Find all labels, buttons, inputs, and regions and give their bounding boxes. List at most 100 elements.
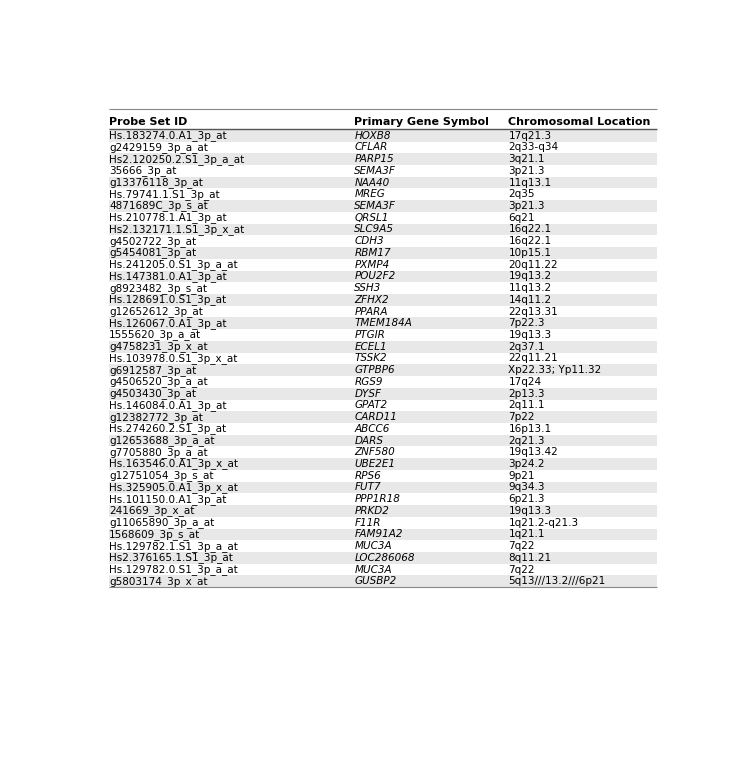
Text: g6912587_3p_at: g6912587_3p_at (109, 365, 197, 376)
Text: Probe Set ID: Probe Set ID (109, 117, 188, 127)
Text: Hs.129782.1.S1_3p_a_at: Hs.129782.1.S1_3p_a_at (109, 540, 238, 551)
Text: 19q13.3: 19q13.3 (509, 330, 551, 340)
Text: 3p21.3: 3p21.3 (509, 201, 545, 211)
Text: Hs.210778.1.A1_3p_at: Hs.210778.1.A1_3p_at (109, 212, 227, 223)
Text: PPP1R18: PPP1R18 (355, 494, 400, 505)
Text: Hs.183274.0.A1_3p_at: Hs.183274.0.A1_3p_at (109, 130, 227, 141)
Text: g4506520_3p_a_at: g4506520_3p_a_at (109, 376, 208, 387)
Text: 1568609_3p_s_at: 1568609_3p_s_at (109, 529, 200, 540)
Text: 7q22: 7q22 (509, 565, 535, 575)
Bar (109, 259, 657, 270)
Bar (109, 352, 657, 364)
Bar (109, 212, 657, 223)
Text: TMEM184A: TMEM184A (355, 319, 412, 328)
Text: DYSF: DYSF (355, 389, 381, 398)
Bar (109, 494, 657, 505)
Text: 2q33-q34: 2q33-q34 (509, 142, 559, 152)
Text: HOXB8: HOXB8 (355, 130, 391, 141)
Text: 17q24: 17q24 (509, 377, 542, 387)
Text: 17q21.3: 17q21.3 (509, 130, 551, 141)
Text: ZNF580: ZNF580 (355, 448, 395, 458)
Text: 11q13.2: 11q13.2 (509, 284, 551, 293)
Text: 35666_3p_at: 35666_3p_at (109, 166, 177, 177)
Text: 1q21.1: 1q21.1 (509, 530, 545, 540)
Bar (109, 200, 657, 212)
Text: 3p21.3: 3p21.3 (509, 166, 545, 176)
Bar (109, 576, 657, 587)
Text: g13376118_3p_at: g13376118_3p_at (109, 177, 203, 188)
Text: 2q11.1: 2q11.1 (509, 401, 545, 410)
Text: MUC3A: MUC3A (355, 541, 392, 551)
Text: ECEL1: ECEL1 (355, 342, 387, 351)
Text: g7705880_3p_a_at: g7705880_3p_a_at (109, 447, 208, 458)
Bar (109, 141, 657, 153)
Text: PARP15: PARP15 (355, 154, 394, 164)
Text: g11065890_3p_a_at: g11065890_3p_a_at (109, 517, 214, 528)
Text: g12382772_3p_at: g12382772_3p_at (109, 412, 203, 423)
Bar (109, 376, 657, 388)
Text: 2q21.3: 2q21.3 (509, 436, 545, 445)
Bar (109, 564, 657, 576)
Text: CARD11: CARD11 (355, 412, 397, 422)
Text: RGS9: RGS9 (355, 377, 383, 387)
Text: GUSBP2: GUSBP2 (355, 576, 397, 587)
Text: PPARA: PPARA (355, 307, 388, 316)
Bar (109, 235, 657, 247)
Text: 8q11.21: 8q11.21 (509, 553, 551, 563)
Text: FAM91A2: FAM91A2 (355, 530, 403, 540)
Text: 6p21.3: 6p21.3 (509, 494, 545, 505)
Text: 2q37.1: 2q37.1 (509, 342, 545, 351)
Text: 11q13.1: 11q13.1 (509, 177, 551, 187)
Text: FUT7: FUT7 (355, 483, 381, 493)
Text: MUC3A: MUC3A (355, 565, 392, 575)
Text: Hs.101150.0.A1_3p_at: Hs.101150.0.A1_3p_at (109, 494, 227, 505)
Text: 1q21.2-q21.3: 1q21.2-q21.3 (509, 518, 578, 528)
Text: Hs.274260.2.S1_3p_at: Hs.274260.2.S1_3p_at (109, 423, 226, 434)
Text: 2p13.3: 2p13.3 (509, 389, 545, 398)
Bar (109, 552, 657, 564)
Text: g8923482_3p_s_at: g8923482_3p_s_at (109, 283, 207, 294)
Bar (109, 305, 657, 317)
Text: Hs.128691.0.S1_3p_at: Hs.128691.0.S1_3p_at (109, 294, 226, 305)
Text: g5454081_3p_at: g5454081_3p_at (109, 248, 197, 259)
Text: 14q11.2: 14q11.2 (509, 295, 551, 305)
Text: 241669_3p_x_at: 241669_3p_x_at (109, 505, 194, 516)
Bar (109, 153, 657, 165)
Bar (109, 223, 657, 235)
Text: 6q21: 6q21 (509, 212, 535, 223)
Text: SEMA3F: SEMA3F (355, 166, 396, 176)
Text: Hs.241205.0.S1_3p_a_at: Hs.241205.0.S1_3p_a_at (109, 259, 238, 270)
Text: Hs.126067.0.A1_3p_at: Hs.126067.0.A1_3p_at (109, 318, 227, 329)
Text: PXMP4: PXMP4 (355, 259, 389, 269)
Bar (109, 458, 657, 470)
Bar (109, 388, 657, 400)
Bar (109, 329, 657, 341)
Text: 19q13.2: 19q13.2 (509, 271, 551, 281)
Bar (109, 294, 657, 305)
Text: Hs2.132171.1.S1_3p_x_at: Hs2.132171.1.S1_3p_x_at (109, 224, 244, 235)
Text: 22q11.21: 22q11.21 (509, 354, 558, 363)
Bar (109, 177, 657, 188)
Text: Hs2.376165.1.S1_3p_at: Hs2.376165.1.S1_3p_at (109, 552, 233, 563)
Text: MREG: MREG (355, 189, 385, 199)
Bar (109, 529, 657, 540)
Text: TSSK2: TSSK2 (355, 354, 387, 363)
Text: GTPBP6: GTPBP6 (355, 366, 395, 375)
Text: RBM17: RBM17 (355, 248, 391, 258)
Text: 16q22.1: 16q22.1 (509, 236, 551, 246)
Text: g12751054_3p_s_at: g12751054_3p_s_at (109, 470, 213, 481)
Text: Hs.147381.0.A1_3p_at: Hs.147381.0.A1_3p_at (109, 271, 227, 282)
Text: SLC9A5: SLC9A5 (355, 224, 394, 234)
Text: g12653688_3p_a_at: g12653688_3p_a_at (109, 435, 215, 446)
Text: Xp22.33; Yp11.32: Xp22.33; Yp11.32 (509, 366, 601, 375)
Bar (109, 247, 657, 259)
Text: CDH3: CDH3 (355, 236, 384, 246)
Text: 16q22.1: 16q22.1 (509, 224, 551, 234)
Bar (109, 505, 657, 517)
Text: Hs.163546.0.A1_3p_x_at: Hs.163546.0.A1_3p_x_at (109, 458, 238, 469)
Bar (109, 130, 657, 141)
Text: 5q13///13.2///6p21: 5q13///13.2///6p21 (509, 576, 606, 587)
Text: Hs.146084.0.A1_3p_at: Hs.146084.0.A1_3p_at (109, 400, 227, 411)
Text: Hs.103978.0.S1_3p_x_at: Hs.103978.0.S1_3p_x_at (109, 353, 238, 364)
Text: 1555620_3p_a_at: 1555620_3p_a_at (109, 330, 201, 341)
